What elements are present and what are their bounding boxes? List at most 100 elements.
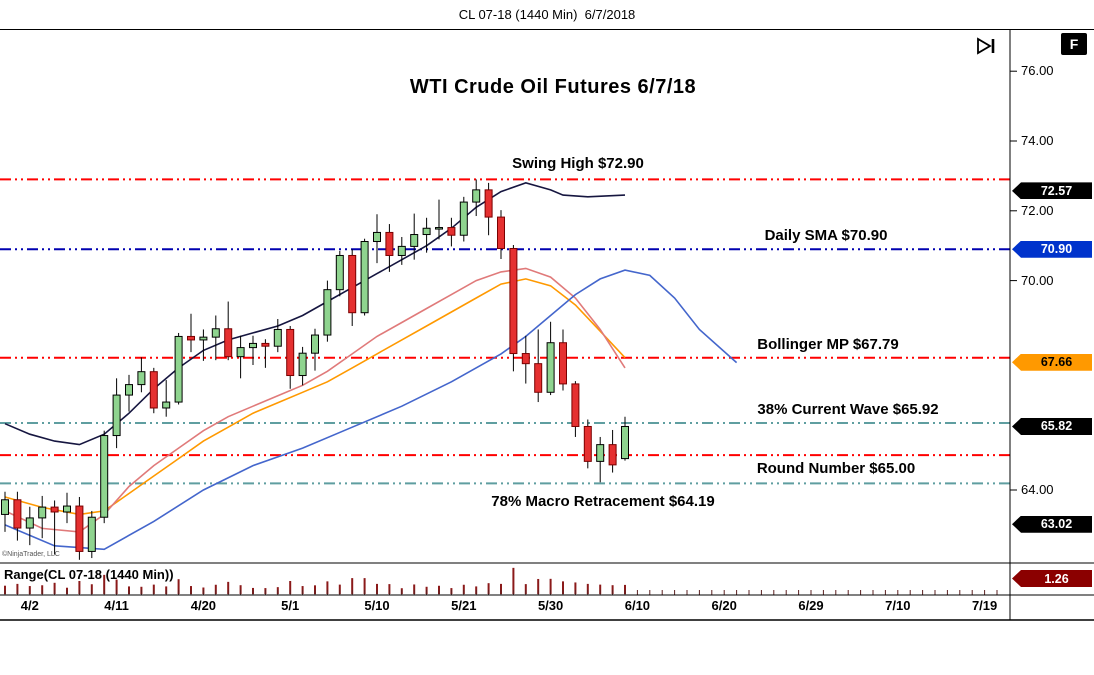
annotation-78-macro-retracement: 78% Macro Retracement $64.19 xyxy=(491,493,715,511)
fast-moving-average-line xyxy=(4,267,626,533)
candle-body xyxy=(608,444,617,466)
range-bar xyxy=(90,584,93,594)
range-bar xyxy=(41,585,44,594)
range-bar xyxy=(152,584,155,594)
candle-body xyxy=(621,425,629,460)
candle-body xyxy=(472,189,481,203)
last-price-badge: 65.82 xyxy=(1012,417,1092,435)
range-bar xyxy=(338,584,341,594)
candle-body xyxy=(422,227,431,236)
f-button[interactable]: F xyxy=(1061,33,1087,55)
chart-heading: WTI Crude Oil Futures 6/7/18 xyxy=(409,76,697,98)
candle-body xyxy=(534,363,543,393)
candle-body xyxy=(546,342,555,393)
candle-body xyxy=(261,342,270,347)
candle-body xyxy=(459,201,468,236)
range-bar xyxy=(227,581,230,594)
range-bar xyxy=(562,581,564,594)
range-bar xyxy=(524,584,527,594)
range-bar xyxy=(549,578,552,594)
range-value-badge: 1.26 xyxy=(1012,570,1092,587)
range-bar xyxy=(4,585,6,594)
candle-body xyxy=(63,505,71,513)
range-bar xyxy=(487,583,490,594)
go-to-end-icon[interactable] xyxy=(976,37,1002,55)
candle-body xyxy=(596,444,605,462)
range-bar xyxy=(462,584,465,594)
candle-body xyxy=(497,216,505,249)
bollinger-mp-badge: 67.66 xyxy=(1012,353,1092,371)
daily-sma-badge: 70.90 xyxy=(1012,240,1092,258)
candle-body xyxy=(112,394,121,437)
range-bar xyxy=(103,574,106,594)
candle-body xyxy=(38,506,47,519)
candle-body xyxy=(583,425,592,462)
candle-body xyxy=(174,335,183,403)
price-marker-badge: 72.57 xyxy=(1012,182,1092,200)
range-bar xyxy=(314,585,316,594)
range-bar xyxy=(239,585,242,594)
range-bar xyxy=(376,583,378,594)
candle-body xyxy=(25,517,34,529)
candle-body xyxy=(335,254,344,291)
annotation-swing-high: Swing High $72.90 xyxy=(512,155,644,173)
annotation-bollinger-mp: Bollinger MP $67.79 xyxy=(757,335,899,353)
candle-body xyxy=(348,254,357,314)
range-bar xyxy=(599,584,602,594)
candle-body xyxy=(410,234,419,247)
upper-bollinger-band-line xyxy=(4,182,626,446)
candle-body xyxy=(397,245,406,256)
candle-body xyxy=(559,342,567,385)
range-bar xyxy=(413,584,416,594)
chart-panel: WTI Crude Oil Futures 6/7/18 Swing High … xyxy=(0,30,1094,675)
ninjatrader-watermark: ©NinjaTrader, LLC xyxy=(2,551,60,558)
range-bar xyxy=(16,583,19,594)
candle-body xyxy=(100,435,109,518)
candle-body xyxy=(484,189,493,218)
range-bar xyxy=(586,583,589,594)
candle-body xyxy=(187,335,195,341)
chart-title-text: CL 07-18 (1440 Min) 6/7/2018 xyxy=(458,7,636,22)
middle-band-sma-line xyxy=(4,278,626,516)
range-bar xyxy=(326,581,329,594)
annotation-round-number: Round Number $65.00 xyxy=(756,460,916,478)
candle-body xyxy=(13,499,22,529)
candle-body xyxy=(311,334,319,354)
candle-body xyxy=(75,505,84,552)
candle-body xyxy=(50,506,59,513)
candle-body xyxy=(1,499,9,515)
candle-body xyxy=(323,289,332,336)
chart-canvas[interactable] xyxy=(0,30,1094,622)
annotation-daily-sma: Daily SMA $70.90 xyxy=(764,227,888,245)
range-bar xyxy=(177,579,180,594)
candle-body xyxy=(385,231,394,256)
candle-body xyxy=(224,328,233,358)
range-bar xyxy=(53,582,56,594)
candle-body xyxy=(521,353,530,365)
candle-body xyxy=(249,342,257,349)
candle-body xyxy=(137,371,146,386)
range-bar xyxy=(78,581,81,594)
lower-band-badge: 63.02 xyxy=(1012,515,1092,533)
candle-body xyxy=(87,516,96,552)
candle-body xyxy=(571,383,580,427)
candle-body xyxy=(273,328,282,347)
chart-title-bar: CL 07-18 (1440 Min) 6/7/2018 xyxy=(0,0,1094,30)
range-bar xyxy=(115,579,118,594)
annotation-38-current-wave: 38% Current Wave $65.92 xyxy=(757,400,939,418)
candle-body xyxy=(298,352,307,377)
range-bar xyxy=(512,567,515,594)
candle-body xyxy=(199,336,208,341)
candle-body xyxy=(149,371,158,409)
lower-band-line xyxy=(4,269,738,551)
candle-body xyxy=(125,384,133,396)
candle-body xyxy=(360,241,369,314)
candle-body xyxy=(435,227,443,230)
candle-body xyxy=(236,347,245,358)
range-bar xyxy=(624,584,626,594)
candle-body xyxy=(286,328,295,377)
range-bar xyxy=(388,584,391,594)
candle-body xyxy=(162,401,171,409)
range-bar xyxy=(500,583,502,594)
